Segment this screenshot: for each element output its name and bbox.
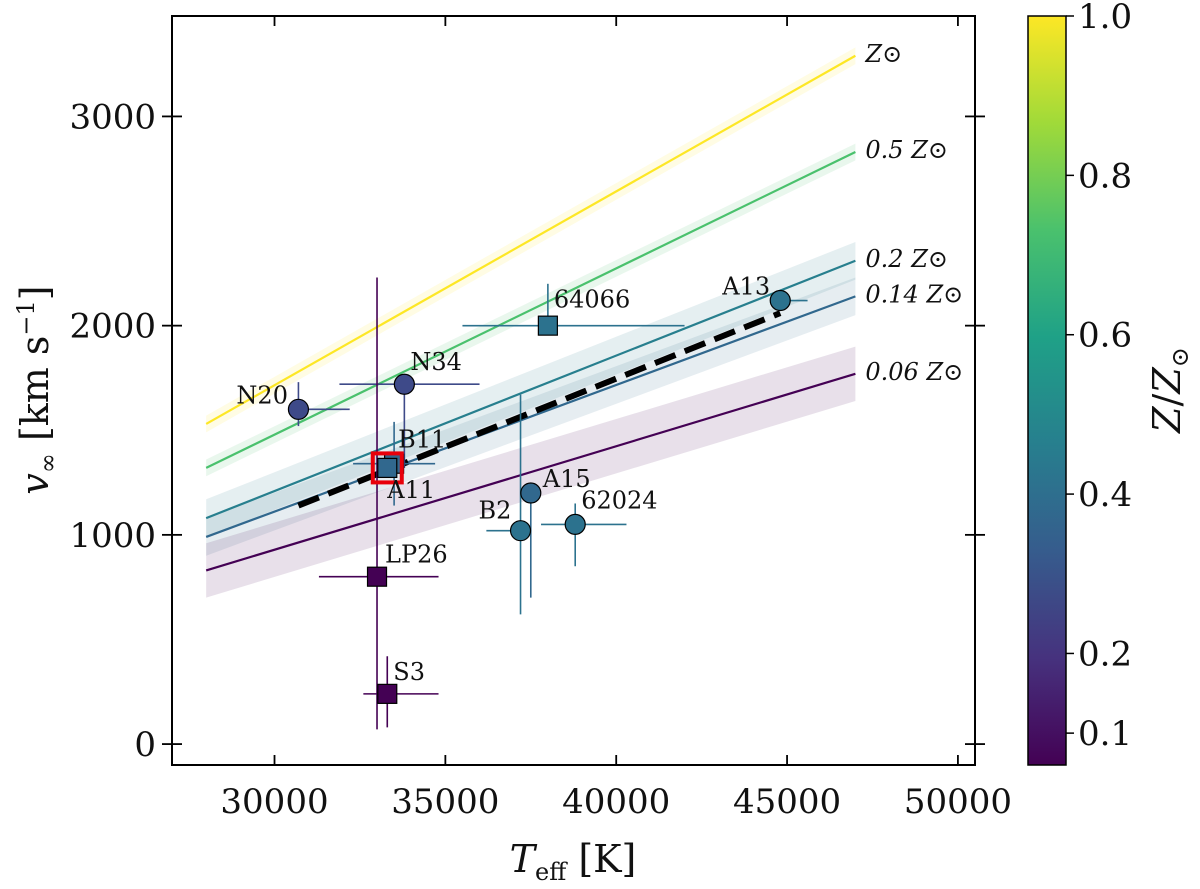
metallicity-lines bbox=[205, 54, 856, 572]
colorbar-label: Z/Z⊙ bbox=[1145, 347, 1194, 434]
y-axis-title: v∞ [km s−1] bbox=[12, 285, 62, 494]
colorbar bbox=[1027, 15, 1067, 766]
line-label-0-5-z: 0.5 Z⊙ bbox=[865, 136, 948, 164]
label-n34: N34 bbox=[410, 348, 462, 376]
label-n20: N20 bbox=[236, 381, 288, 409]
xtick-label-35000: 35000 bbox=[391, 782, 499, 822]
marker-a15 bbox=[520, 482, 542, 504]
ytick-label-0: 0 bbox=[134, 725, 156, 765]
marker-n34 bbox=[393, 373, 415, 395]
axis-ticks: 30000 35000 40000 45000 50000 0 1000 2000 3000 bbox=[69, 16, 1012, 822]
marker-64066 bbox=[537, 315, 558, 336]
xtick-label-40000: 40000 bbox=[562, 782, 670, 822]
marker-62024 bbox=[564, 513, 586, 535]
label-a15: A15 bbox=[542, 465, 591, 493]
ytick-label-2000: 2000 bbox=[69, 307, 156, 347]
line-label-0-06-z: 0.06 Z⊙ bbox=[865, 358, 963, 386]
line-0-06-z bbox=[205, 372, 856, 572]
marker-n20 bbox=[287, 398, 310, 420]
marker-s3 bbox=[377, 683, 398, 704]
data-markers bbox=[287, 289, 791, 704]
ytick-label-1000: 1000 bbox=[69, 516, 156, 556]
line-0-2-z bbox=[205, 259, 856, 520]
label-b2: B2 bbox=[479, 497, 512, 525]
highlight-a11 bbox=[370, 451, 404, 485]
cbar-tick-label-0-6: 0.6 bbox=[1078, 316, 1132, 356]
cbar-tick-label-1-0: 1.0 bbox=[1078, 0, 1132, 37]
fit-line-group bbox=[297, 310, 782, 509]
fit-line bbox=[297, 310, 782, 509]
marker-a11 bbox=[377, 457, 398, 479]
label-s3: S3 bbox=[393, 658, 425, 686]
xtick-label-50000: 50000 bbox=[904, 782, 1012, 822]
label-lp26: LP26 bbox=[385, 541, 448, 569]
line-0-5-z bbox=[205, 151, 856, 469]
label-64066: 64066 bbox=[554, 286, 630, 314]
ytick-label-3000: 3000 bbox=[69, 97, 156, 137]
label-a13: A13 bbox=[721, 273, 770, 301]
label-62024: 62024 bbox=[581, 486, 657, 514]
cbar-tick-label-0-2: 0.2 bbox=[1078, 634, 1132, 674]
colorbar-ticks: 0.1 0.2 0.4 0.6 0.8 1.0 bbox=[1066, 0, 1132, 754]
label-a11: A11 bbox=[386, 476, 435, 504]
line-label-z: Z⊙ bbox=[864, 40, 902, 68]
line-label-0-2-z: 0.2 Z⊙ bbox=[865, 245, 948, 273]
marker-b2 bbox=[509, 520, 532, 542]
line-z bbox=[205, 54, 856, 425]
xtick-label-45000: 45000 bbox=[733, 782, 841, 822]
cbar-tick-label-0-4: 0.4 bbox=[1078, 475, 1132, 515]
label-b11: B11 bbox=[398, 426, 446, 454]
marker-lp26 bbox=[366, 566, 388, 587]
cbar-tick-label-0-1: 0.1 bbox=[1078, 714, 1132, 754]
line-label-0-14-z: 0.14 Z⊙ bbox=[865, 280, 963, 308]
marker-a13 bbox=[769, 289, 791, 312]
point-labels: N20 N34 B11 A11 64066 A13 A15 B2 62024 LP26 S3 bbox=[236, 273, 770, 686]
xtick-label-30000: 30000 bbox=[220, 782, 328, 822]
plot-frame bbox=[171, 15, 976, 766]
cbar-tick-label-0-8: 0.8 bbox=[1078, 156, 1132, 196]
line-labels: Z⊙ 0.5 Z⊙ 0.2 Z⊙ 0.14 Z⊙ 0.06 Z⊙ bbox=[864, 40, 963, 386]
x-axis-title: Teff [K] bbox=[510, 837, 637, 886]
